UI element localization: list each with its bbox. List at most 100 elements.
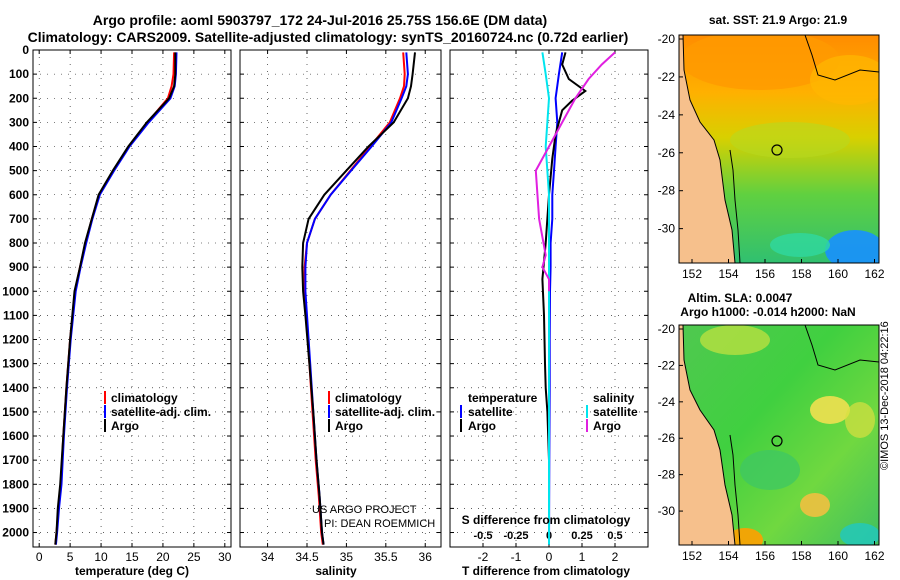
- x-tick-label: 25: [187, 550, 201, 564]
- map-y-tick-label: -20: [658, 32, 676, 46]
- sla-map-title-2: Argo h1000: -0.014 h2000: NaN: [680, 305, 855, 319]
- map-x-tick-label: 154: [718, 267, 738, 281]
- map-x-tick-label: 154: [718, 549, 738, 563]
- x2-tick-label: 0.5: [607, 530, 622, 542]
- map-y-tick-label: -22: [658, 358, 676, 372]
- legend-t-argo: Argo: [468, 419, 496, 433]
- sdiff-x-label: S difference from climatology: [462, 513, 631, 527]
- series-satellite-adj-clim-: [304, 52, 409, 545]
- map-x-tick-label: 152: [682, 267, 702, 281]
- difference-series: [534, 51, 616, 545]
- map-y-tick-label: -28: [658, 184, 676, 198]
- map-y-tick-label: -24: [658, 395, 676, 409]
- y-tick-label: 800: [9, 236, 29, 250]
- grid-dots: [33, 49, 648, 547]
- y-tick-label: 1500: [2, 405, 29, 419]
- map-x-tick-label: 158: [791, 267, 811, 281]
- series-satellite-adj-clim-: [54, 52, 178, 545]
- x2-tick-label: -0.5: [474, 530, 493, 542]
- title-line-2: Climatology: CARS2009. Satellite-adjuste…: [27, 29, 629, 45]
- y-tick-label: 600: [9, 188, 29, 202]
- x-tick-label: 5: [67, 550, 74, 564]
- y-tick-label: 100: [9, 67, 29, 81]
- x-tick-label: 35: [340, 550, 354, 564]
- sst-map: 152 154 156 158 160 162 -20 -22 -24 -26 -28 -30: [658, 32, 885, 281]
- difference-legend: temperature satellite Argo salinity sate…: [460, 391, 638, 433]
- imos-timestamp: ©IMOS 13-Dec-2018 04:22:16: [879, 321, 891, 470]
- salinity-x-label: salinity: [315, 564, 357, 578]
- x-tick-label: 30: [218, 550, 232, 564]
- sla-map-ticks: 152 154 156 158 160 162 -20 -22 -24 -26 -28 -30: [658, 322, 885, 563]
- legend-satellite-adj: satellite-adj. clim.: [111, 405, 211, 419]
- tdiff-x-label: T difference from climatology: [462, 564, 630, 578]
- temperature-legend: climatology satellite-adj. clim. Argo: [104, 391, 211, 433]
- x-tick-label: 10: [94, 550, 108, 564]
- x-tick-label: 34.5: [295, 550, 319, 564]
- x-tick-label: 34: [261, 550, 275, 564]
- x-tick-label: 36: [419, 550, 433, 564]
- map-x-tick-label: 156: [755, 549, 775, 563]
- temperature-axis-ticks: 0100200300400500600700800900100011001200…: [2, 43, 232, 564]
- y-tick-label: 900: [9, 260, 29, 274]
- title-line-1: Argo profile: aoml 5903797_172 24-Jul-20…: [92, 12, 548, 28]
- y-tick-label: 2000: [2, 526, 29, 540]
- sst-map-ticks: 152 154 156 158 160 162 -20 -22 -24 -26 -28 -30: [658, 32, 885, 281]
- salinity-panel-frame: [239, 49, 442, 548]
- temperature-series: [54, 52, 178, 545]
- x-tick-label: 0: [36, 550, 43, 564]
- y-tick-label: 1300: [2, 357, 29, 371]
- map-y-tick-label: -26: [658, 146, 676, 160]
- x-tick-label: 20: [156, 550, 170, 564]
- map-y-tick-label: -26: [658, 431, 676, 445]
- map-y-tick-label: -30: [658, 504, 676, 518]
- y-tick-label: 200: [9, 91, 29, 105]
- credit-line-1: US ARGO PROJECT: [312, 504, 417, 516]
- y-tick-label: 1100: [3, 308, 29, 322]
- map-x-tick-label: 152: [682, 549, 702, 563]
- legend-climatology: climatology: [335, 391, 402, 405]
- map-x-tick-label: 162: [864, 549, 884, 563]
- map-x-tick-label: 158: [791, 549, 811, 563]
- argo-position-marker: [771, 144, 783, 156]
- y-tick-label: 300: [9, 115, 29, 129]
- argo-position-marker: [771, 435, 783, 447]
- y-tick-label: 700: [9, 212, 29, 226]
- sla-map-title: Altim. SLA: 0.0047: [688, 291, 793, 305]
- x-tick-label: -2: [478, 550, 489, 564]
- map-x-tick-label: 160: [828, 549, 848, 563]
- legend-s-satellite: satellite: [593, 405, 638, 419]
- map-x-tick-label: 162: [864, 267, 884, 281]
- legend-climatology: climatology: [111, 391, 178, 405]
- y-tick-label: 1700: [2, 453, 29, 467]
- x-tick-label: 2: [612, 550, 619, 564]
- y-tick-label: 0: [22, 43, 29, 57]
- x-tick-label: 1: [579, 550, 586, 564]
- legend-salinity-header: salinity: [593, 391, 635, 405]
- map-y-tick-label: -30: [658, 222, 676, 236]
- x2-tick-label: 0.25: [571, 530, 592, 542]
- y-tick-label: 500: [9, 164, 29, 178]
- legend-s-argo: Argo: [593, 419, 621, 433]
- x-tick-label: -1: [511, 550, 522, 564]
- series-s-satellite: [541, 52, 551, 545]
- salinity-axis-ticks: 34 34.5 35 35.5 36: [240, 49, 441, 564]
- legend-argo: Argo: [111, 419, 139, 433]
- salinity-legend: climatology satellite-adj. clim. Argo: [328, 391, 435, 433]
- legend-temperature-header: temperature: [468, 391, 538, 405]
- legend-t-satellite: satellite: [468, 405, 513, 419]
- x-tick-label: 15: [125, 550, 139, 564]
- y-tick-label: 1900: [2, 501, 29, 515]
- salinity-series: [301, 52, 416, 545]
- y-tick-label: 1200: [2, 333, 29, 347]
- map-x-tick-label: 160: [828, 267, 848, 281]
- y-tick-label: 400: [9, 140, 29, 154]
- x-tick-label: 0: [546, 550, 553, 564]
- x2-tick-label: -0.25: [503, 530, 528, 542]
- credit-line-2: PI: DEAN ROEMMICH: [324, 518, 435, 530]
- series-argo: [54, 52, 177, 545]
- temperature-x-label: temperature (deg C): [75, 564, 189, 578]
- x-tick-label: 35.5: [374, 550, 398, 564]
- sst-map-title: sat. SST: 21.9 Argo: 21.9: [709, 13, 848, 27]
- series-argo: [301, 52, 416, 545]
